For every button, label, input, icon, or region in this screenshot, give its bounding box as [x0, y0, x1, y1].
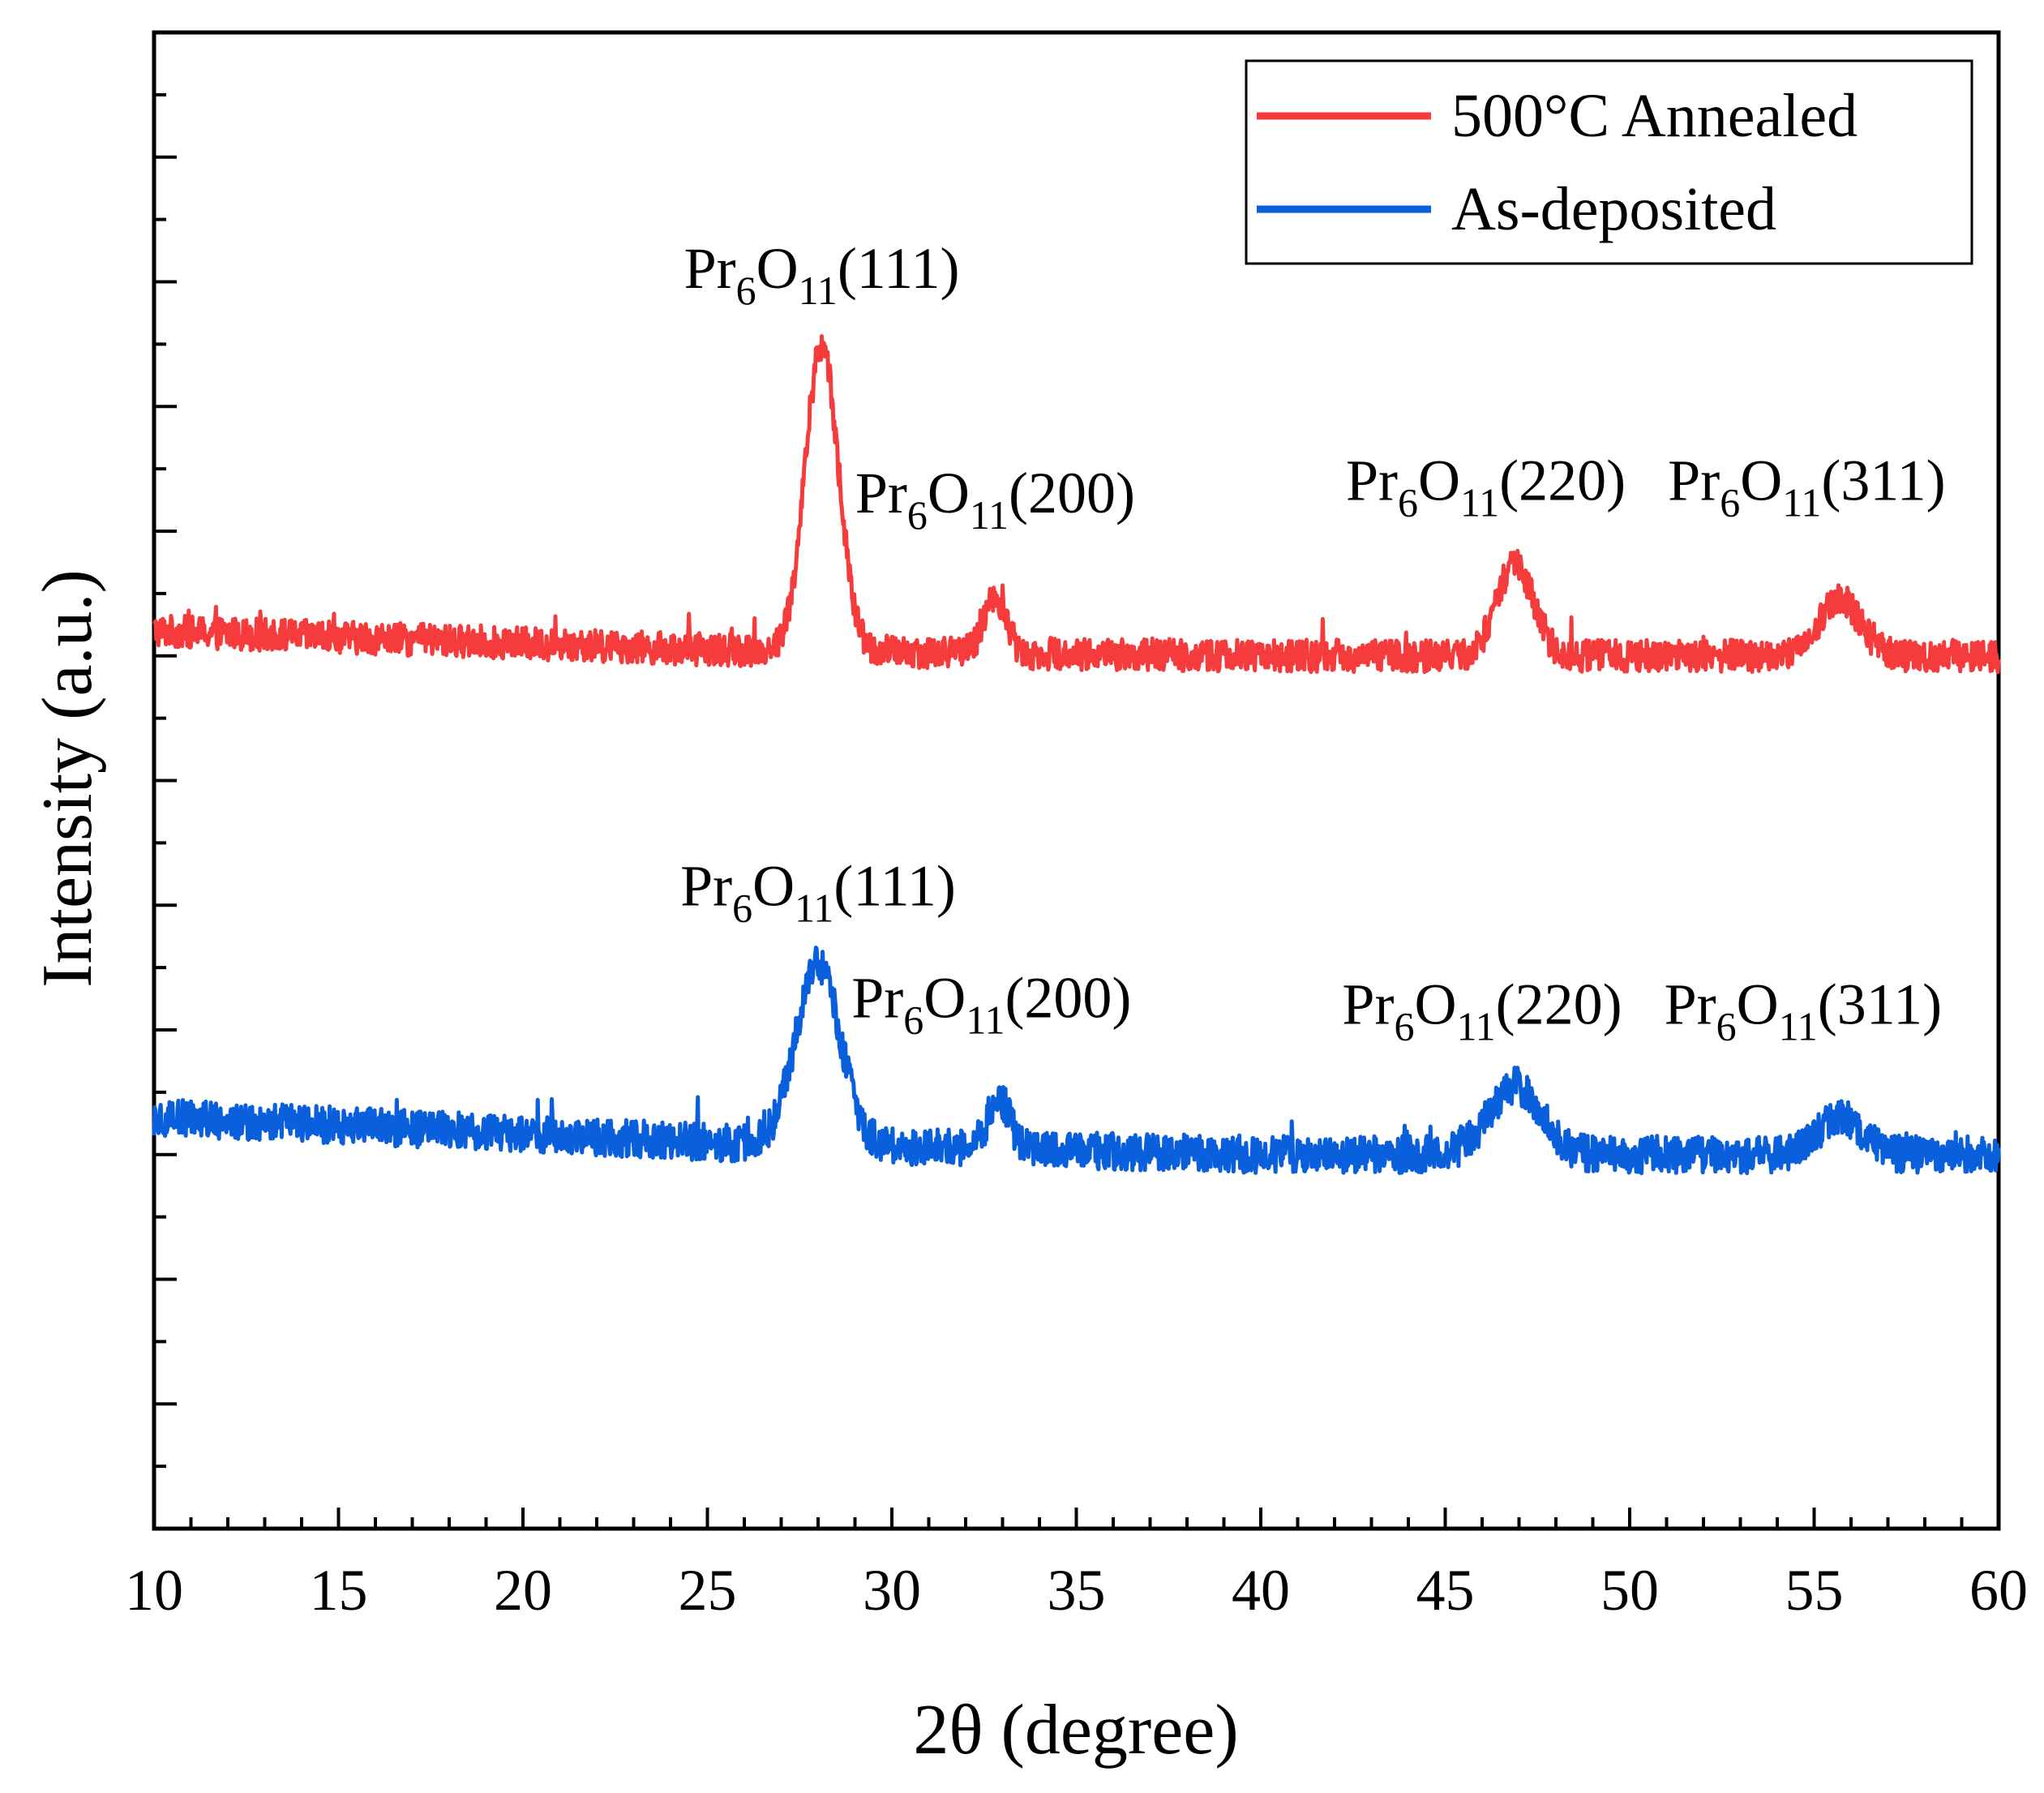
x-axis-ticks [152, 1508, 2000, 1529]
legend-box [1245, 59, 1973, 265]
x-tick-label: 40 [1232, 1558, 1290, 1623]
series-line-annealed [152, 334, 2001, 675]
x-tick-label: 35 [1048, 1558, 1106, 1623]
x-tick-label: 45 [1416, 1558, 1475, 1623]
peak-annotations: Pr6O11(111) Pr6O11(200) Pr6O11(220) Pr6O11(… [680, 236, 1946, 1049]
x-tick-label: 50 [1600, 1558, 1659, 1623]
series-line-as-deposited [152, 946, 2001, 1176]
peak-label: Pr6O11(111) [684, 236, 960, 313]
y-axis-title: Intensity (a.u.) [28, 569, 107, 988]
peak-label: Pr6O11(311) [1665, 972, 1942, 1049]
x-tick-label: 30 [863, 1558, 921, 1623]
x-axis-tick-labels: 10 15 20 25 30 35 40 45 50 55 60 [125, 1558, 2028, 1623]
x-axis-title: 2θ (degree) [913, 1691, 1238, 1769]
y-axis-ticks [154, 92, 177, 1469]
peak-label: Pr6O11(311) [1668, 448, 1945, 525]
x-tick-label: 55 [1785, 1558, 1844, 1623]
series-layer [152, 334, 2001, 1176]
legend-label-annealed: 500°C Annealed [1451, 82, 1858, 150]
x-tick-label: 15 [310, 1558, 368, 1623]
legend-label-as-deposited: As-deposited [1451, 175, 1776, 243]
x-tick-label: 25 [679, 1558, 737, 1623]
peak-label: Pr6O11(220) [1346, 448, 1626, 525]
peak-label: Pr6O11(220) [1342, 972, 1622, 1049]
x-tick-label: 60 [1969, 1558, 2028, 1623]
peak-label: Pr6O11(111) [680, 853, 956, 930]
legend: 500°C Annealed As-deposited [1245, 59, 1973, 265]
peak-label: Pr6O11(200) [855, 461, 1135, 538]
peak-label: Pr6O11(200) [851, 966, 1131, 1043]
x-tick-label: 10 [125, 1558, 183, 1623]
x-tick-label: 20 [494, 1558, 552, 1623]
